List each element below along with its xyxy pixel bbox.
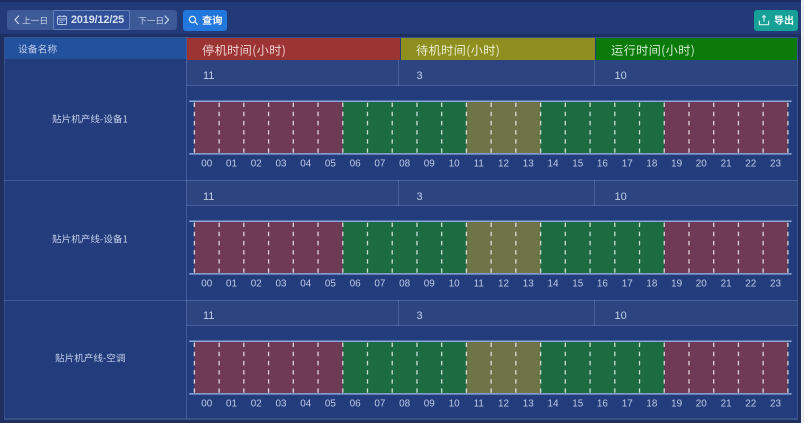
svg-text:08: 08 xyxy=(399,398,410,409)
svg-text:00: 00 xyxy=(201,279,212,290)
svg-text:16: 16 xyxy=(597,398,608,409)
svg-text:07: 07 xyxy=(374,398,385,409)
svg-text:10: 10 xyxy=(449,398,460,409)
svg-text:19: 19 xyxy=(671,398,682,409)
svg-text:00: 00 xyxy=(201,158,212,169)
svg-text:23: 23 xyxy=(770,279,781,290)
svg-text:19: 19 xyxy=(671,158,682,169)
svg-text:18: 18 xyxy=(646,158,657,169)
svg-text:05: 05 xyxy=(325,158,336,169)
svg-text:11: 11 xyxy=(474,398,485,409)
svg-text:07: 07 xyxy=(374,279,385,290)
svg-text:22: 22 xyxy=(745,158,756,169)
svg-text:21: 21 xyxy=(721,279,732,290)
svg-text:10: 10 xyxy=(449,279,460,290)
svg-text:09: 09 xyxy=(424,158,435,169)
svg-text:18: 18 xyxy=(646,398,657,409)
svg-text:07: 07 xyxy=(374,158,385,169)
svg-text:12: 12 xyxy=(498,158,509,169)
svg-text:20: 20 xyxy=(696,158,707,169)
svg-text:09: 09 xyxy=(424,279,435,290)
svg-text:22: 22 xyxy=(745,398,756,409)
svg-text:16: 16 xyxy=(597,158,608,169)
svg-text:13: 13 xyxy=(523,398,534,409)
svg-text:20: 20 xyxy=(696,398,707,409)
svg-text:12: 12 xyxy=(498,398,509,409)
svg-text:21: 21 xyxy=(721,158,732,169)
svg-text:02: 02 xyxy=(251,398,262,409)
svg-text:23: 23 xyxy=(770,398,781,409)
svg-text:04: 04 xyxy=(300,279,311,290)
svg-text:13: 13 xyxy=(523,279,534,290)
svg-text:17: 17 xyxy=(622,279,633,290)
svg-text:20: 20 xyxy=(696,279,707,290)
svg-text:11: 11 xyxy=(474,158,485,169)
svg-text:06: 06 xyxy=(350,158,361,169)
svg-text:17: 17 xyxy=(622,398,633,409)
svg-text:08: 08 xyxy=(399,158,410,169)
svg-text:16: 16 xyxy=(597,279,608,290)
svg-text:04: 04 xyxy=(300,158,311,169)
svg-text:09: 09 xyxy=(424,398,435,409)
svg-text:19: 19 xyxy=(671,279,682,290)
svg-text:15: 15 xyxy=(572,279,583,290)
svg-text:03: 03 xyxy=(276,279,287,290)
svg-text:18: 18 xyxy=(646,279,657,290)
svg-text:06: 06 xyxy=(350,398,361,409)
svg-text:13: 13 xyxy=(523,158,534,169)
svg-text:05: 05 xyxy=(325,398,336,409)
svg-text:05: 05 xyxy=(325,279,336,290)
svg-text:02: 02 xyxy=(251,158,262,169)
svg-text:03: 03 xyxy=(276,158,287,169)
svg-text:03: 03 xyxy=(276,398,287,409)
svg-text:01: 01 xyxy=(226,279,237,290)
svg-text:00: 00 xyxy=(201,398,212,409)
svg-text:12: 12 xyxy=(498,279,509,290)
svg-text:23: 23 xyxy=(770,158,781,169)
svg-text:22: 22 xyxy=(745,279,756,290)
svg-text:04: 04 xyxy=(300,398,311,409)
svg-text:17: 17 xyxy=(622,158,633,169)
svg-text:10: 10 xyxy=(449,158,460,169)
svg-text:06: 06 xyxy=(350,279,361,290)
svg-text:08: 08 xyxy=(399,279,410,290)
svg-text:14: 14 xyxy=(548,279,559,290)
svg-text:14: 14 xyxy=(548,158,559,169)
svg-text:01: 01 xyxy=(226,158,237,169)
svg-text:15: 15 xyxy=(572,398,583,409)
svg-text:11: 11 xyxy=(474,279,485,290)
svg-text:14: 14 xyxy=(548,398,559,409)
svg-text:21: 21 xyxy=(721,398,732,409)
svg-text:01: 01 xyxy=(226,398,237,409)
svg-text:02: 02 xyxy=(251,279,262,290)
svg-text:15: 15 xyxy=(572,158,583,169)
